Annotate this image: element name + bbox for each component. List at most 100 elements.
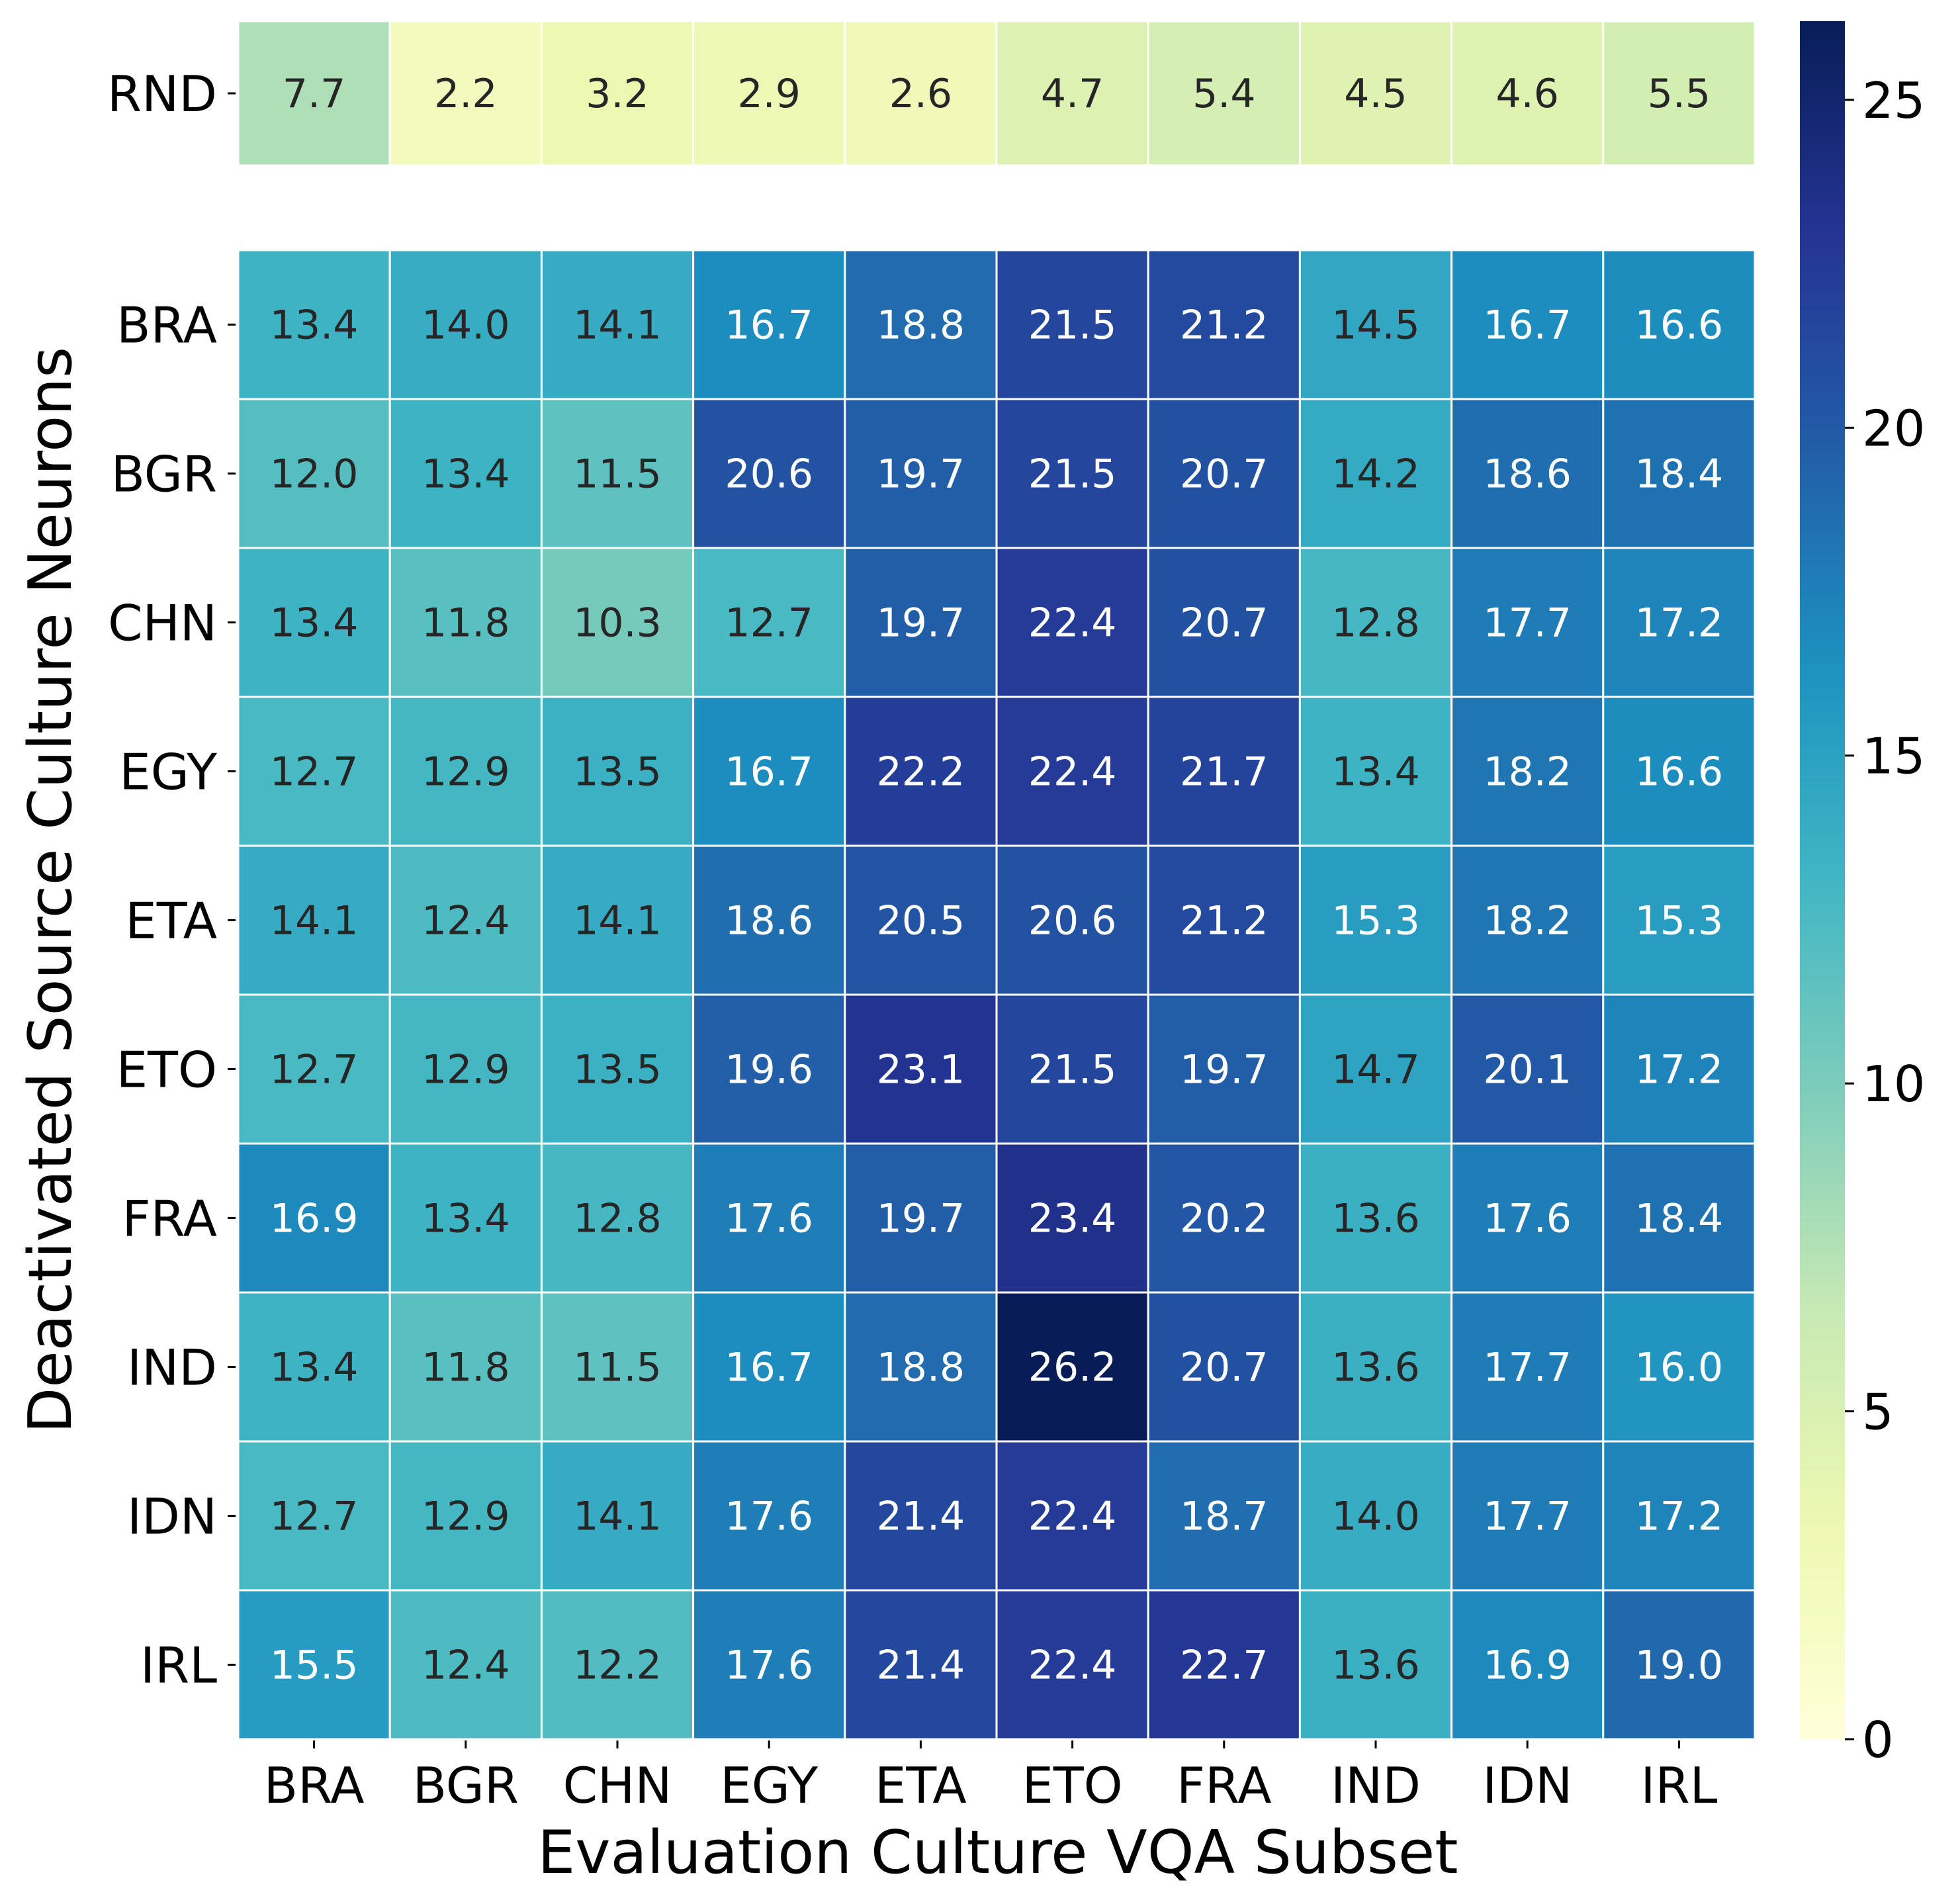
colorbar-tick-label-5: 5	[1862, 1383, 1894, 1441]
row-chn-value-bgr: 11.8	[422, 600, 510, 647]
row-bra-cell-bgr	[388, 249, 543, 400]
row-bgr-cell-ind	[1298, 398, 1453, 549]
row-idn-cell-bgr	[388, 1440, 543, 1592]
row-fra-cell-egy	[692, 1142, 846, 1294]
row-chn-cell-idn	[1450, 547, 1605, 698]
row-idn-value-eta: 21.4	[877, 1494, 965, 1540]
row-fra-value-bgr: 13.4	[422, 1196, 510, 1242]
row-chn-value-eta: 19.7	[877, 600, 965, 647]
row-bgr-cell-chn	[540, 398, 695, 549]
row-eta-value-bgr: 12.4	[422, 898, 510, 944]
row-irl-value-ind: 13.6	[1331, 1643, 1420, 1689]
colorbar-tick-label-0: 0	[1862, 1711, 1894, 1769]
row-eto-cell-ind	[1298, 993, 1453, 1145]
row-eta-value-eta: 20.5	[877, 898, 965, 944]
row-irl-value-bra: 15.5	[270, 1643, 359, 1689]
rnd-row-value-idn: 4.6	[1495, 71, 1558, 117]
row-idn-value-irl: 17.2	[1635, 1494, 1724, 1540]
row-bra-value-irl: 16.6	[1635, 302, 1724, 349]
y-tick-label-eto: ETO	[116, 1041, 217, 1099]
row-bgr-value-bgr: 13.4	[422, 451, 510, 498]
row-bra-value-bra: 13.4	[270, 302, 359, 349]
row-eto-value-chn: 13.5	[573, 1047, 662, 1093]
row-bra-value-chn: 14.1	[573, 302, 662, 349]
row-irl-value-irl: 19.0	[1635, 1643, 1724, 1689]
y-tick-label-fra: FRA	[122, 1190, 217, 1248]
y-tick-label-rnd: RND	[107, 65, 217, 123]
row-irl-cell-fra	[1147, 1589, 1301, 1741]
rnd-row-value-bra: 7.7	[283, 71, 345, 117]
row-bgr-value-fra: 20.7	[1180, 451, 1269, 498]
rnd-row-cell-irl	[1602, 20, 1756, 167]
row-chn-value-idn: 17.7	[1483, 600, 1572, 647]
row-egy-value-idn: 18.2	[1483, 749, 1572, 795]
row-fra-cell-irl	[1602, 1142, 1756, 1294]
row-irl-cell-irl	[1602, 1589, 1756, 1741]
x-tick-label-bgr: BGR	[413, 1756, 519, 1815]
row-irl-cell-bgr	[388, 1589, 543, 1741]
row-eto-cell-irl	[1602, 993, 1756, 1145]
row-egy-value-bgr: 12.9	[422, 749, 510, 795]
row-ind-cell-egy	[692, 1291, 846, 1443]
row-irl-cell-chn	[540, 1589, 695, 1741]
row-idn-value-ind: 14.0	[1331, 1494, 1420, 1540]
row-egy-value-ind: 13.4	[1331, 749, 1420, 795]
row-eta-cell-idn	[1450, 844, 1605, 996]
row-ind-value-irl: 16.0	[1635, 1345, 1724, 1391]
row-chn-cell-fra	[1147, 547, 1301, 698]
y-tick-label-ind: IND	[127, 1339, 217, 1397]
rnd-row-cell-bgr	[388, 20, 543, 167]
row-eto-value-bra: 12.7	[270, 1047, 359, 1093]
row-fra-cell-eta	[844, 1142, 998, 1294]
row-eta-value-ind: 15.3	[1331, 898, 1420, 944]
row-fra-cell-idn	[1450, 1142, 1605, 1294]
row-bgr-cell-bgr	[388, 398, 543, 549]
row-eta-value-chn: 14.1	[573, 898, 662, 944]
row-chn-value-fra: 20.7	[1180, 600, 1269, 647]
rnd-row-cell-fra	[1147, 20, 1301, 167]
random-baseline-row-group: 7.7 2.2 3.2 2.9 2.6 4.7 5.4 4.5 4.6 5.5	[237, 20, 1756, 167]
x-tick-label-eto: ETO	[1022, 1756, 1122, 1815]
row-egy-cell-idn	[1450, 696, 1605, 847]
row-ind-value-eta: 18.8	[877, 1345, 965, 1391]
row-egy-value-irl: 16.6	[1635, 749, 1724, 795]
row-fra-value-egy: 17.6	[725, 1196, 813, 1242]
y-tick-label-bgr: BGR	[111, 445, 217, 504]
row-egy-value-fra: 21.7	[1180, 749, 1269, 795]
row-bgr-cell-idn	[1450, 398, 1605, 549]
row-irl-cell-eta	[844, 1589, 998, 1741]
row-bgr-value-eta: 19.7	[877, 451, 965, 498]
row-idn-cell-irl	[1602, 1440, 1756, 1592]
row-idn-value-bra: 12.7	[270, 1494, 359, 1540]
row-fra-value-fra: 20.2	[1180, 1196, 1269, 1242]
row-chn-cell-eta	[844, 547, 998, 698]
row-bgr-cell-eta	[844, 398, 998, 549]
row-eta-cell-chn	[540, 844, 695, 996]
colorbar-gradient	[1800, 21, 1845, 1739]
colorbar-tick-label-10: 10	[1862, 1055, 1925, 1113]
row-irl-value-eta: 21.4	[877, 1643, 965, 1689]
x-tick-label-eta: ETA	[875, 1756, 967, 1815]
row-bra-value-bgr: 14.0	[422, 302, 510, 349]
row-irl-value-chn: 12.2	[573, 1643, 662, 1689]
row-idn-cell-ind	[1298, 1440, 1453, 1592]
row-eto-value-eta: 23.1	[877, 1047, 965, 1093]
row-idn-cell-eta	[844, 1440, 998, 1592]
row-bra-cell-ind	[1298, 249, 1453, 400]
row-idn-cell-eto	[995, 1440, 1149, 1592]
row-eto-cell-eto	[995, 993, 1149, 1145]
row-ind-value-ind: 13.6	[1331, 1345, 1420, 1391]
y-tick-label-eta: ETA	[125, 892, 217, 950]
colorbar	[1800, 21, 1845, 1739]
y-axis-ticks: RND BRA BGR CHN EGY ETA ETO FRA IND IDN IRL	[107, 65, 236, 1695]
row-ind-cell-bra	[237, 1291, 391, 1443]
y-tick-label-bra: BRA	[116, 296, 217, 355]
rnd-row-cell-idn	[1450, 20, 1605, 167]
row-bra-cell-eto	[995, 249, 1149, 400]
row-ind-cell-irl	[1602, 1291, 1756, 1443]
row-chn-value-chn: 10.3	[573, 600, 662, 647]
row-bra-cell-fra	[1147, 249, 1301, 400]
row-ind-cell-fra	[1147, 1291, 1301, 1443]
row-ind-value-egy: 16.7	[725, 1345, 813, 1391]
row-fra-value-irl: 18.4	[1635, 1196, 1724, 1242]
